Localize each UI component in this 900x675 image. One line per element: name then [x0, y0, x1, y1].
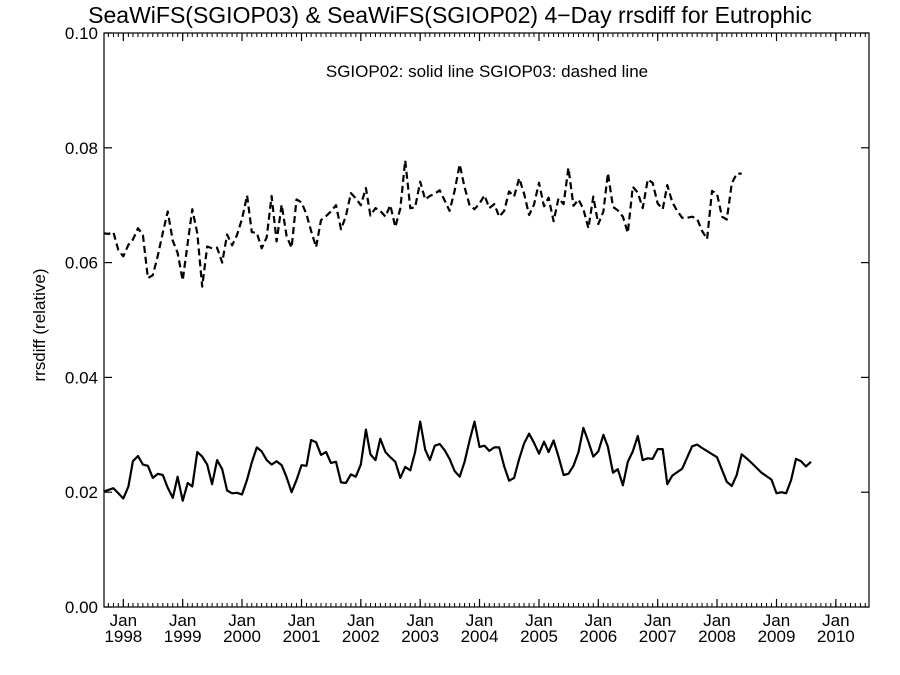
x-tick-year-5: 2003 [401, 627, 439, 646]
plot-frame [103, 32, 870, 608]
x-tick-year-6: 2004 [461, 627, 499, 646]
y-tick-label-2: 0.04 [65, 368, 98, 387]
series-line-sgiop03 [103, 159, 742, 288]
x-tick-month-4: Jan [347, 611, 374, 630]
y-tick-label-0: 0.00 [65, 598, 98, 617]
x-tick-year-12: 2010 [817, 627, 855, 646]
x-tick-month-11: Jan [763, 611, 790, 630]
y-tick-label-5: 0.10 [65, 24, 98, 43]
series-line-sgiop02 [103, 420, 812, 502]
x-tick-month-12: Jan [822, 611, 849, 630]
x-tick-year-8: 2006 [579, 627, 617, 646]
y-tick-label-4: 0.08 [65, 139, 98, 158]
x-tick-month-0: Jan [110, 611, 137, 630]
x-tick-month-6: Jan [466, 611, 493, 630]
x-tick-year-3: 2001 [283, 627, 321, 646]
x-tick-year-2: 2000 [223, 627, 261, 646]
x-tick-year-4: 2002 [342, 627, 380, 646]
x-tick-month-5: Jan [406, 611, 433, 630]
x-tick-month-8: Jan [585, 611, 612, 630]
x-tick-year-7: 2005 [520, 627, 558, 646]
chart-legend-note: SGIOP02: solid line SGIOP03: dashed line [325, 62, 649, 81]
y-tick-label-1: 0.02 [65, 483, 98, 502]
y-axis-label: rrsdiff (relative) [30, 268, 49, 381]
chart-title: SeaWiFS(SGIOP03) & SeaWiFS(SGIOP02) 4−Da… [88, 2, 812, 28]
x-tick-month-2: Jan [228, 611, 255, 630]
x-tick-year-9: 2007 [639, 627, 677, 646]
x-tick-year-11: 2009 [758, 627, 796, 646]
x-tick-month-9: Jan [644, 611, 671, 630]
x-tick-month-1: Jan [169, 611, 196, 630]
x-tick-month-10: Jan [703, 611, 730, 630]
x-tick-year-0: 1998 [104, 627, 142, 646]
y-tick-label-3: 0.06 [65, 254, 98, 273]
x-tick-year-1: 1999 [164, 627, 202, 646]
x-tick-month-3: Jan [288, 611, 315, 630]
x-tick-year-10: 2008 [698, 627, 736, 646]
x-tick-month-7: Jan [525, 611, 552, 630]
